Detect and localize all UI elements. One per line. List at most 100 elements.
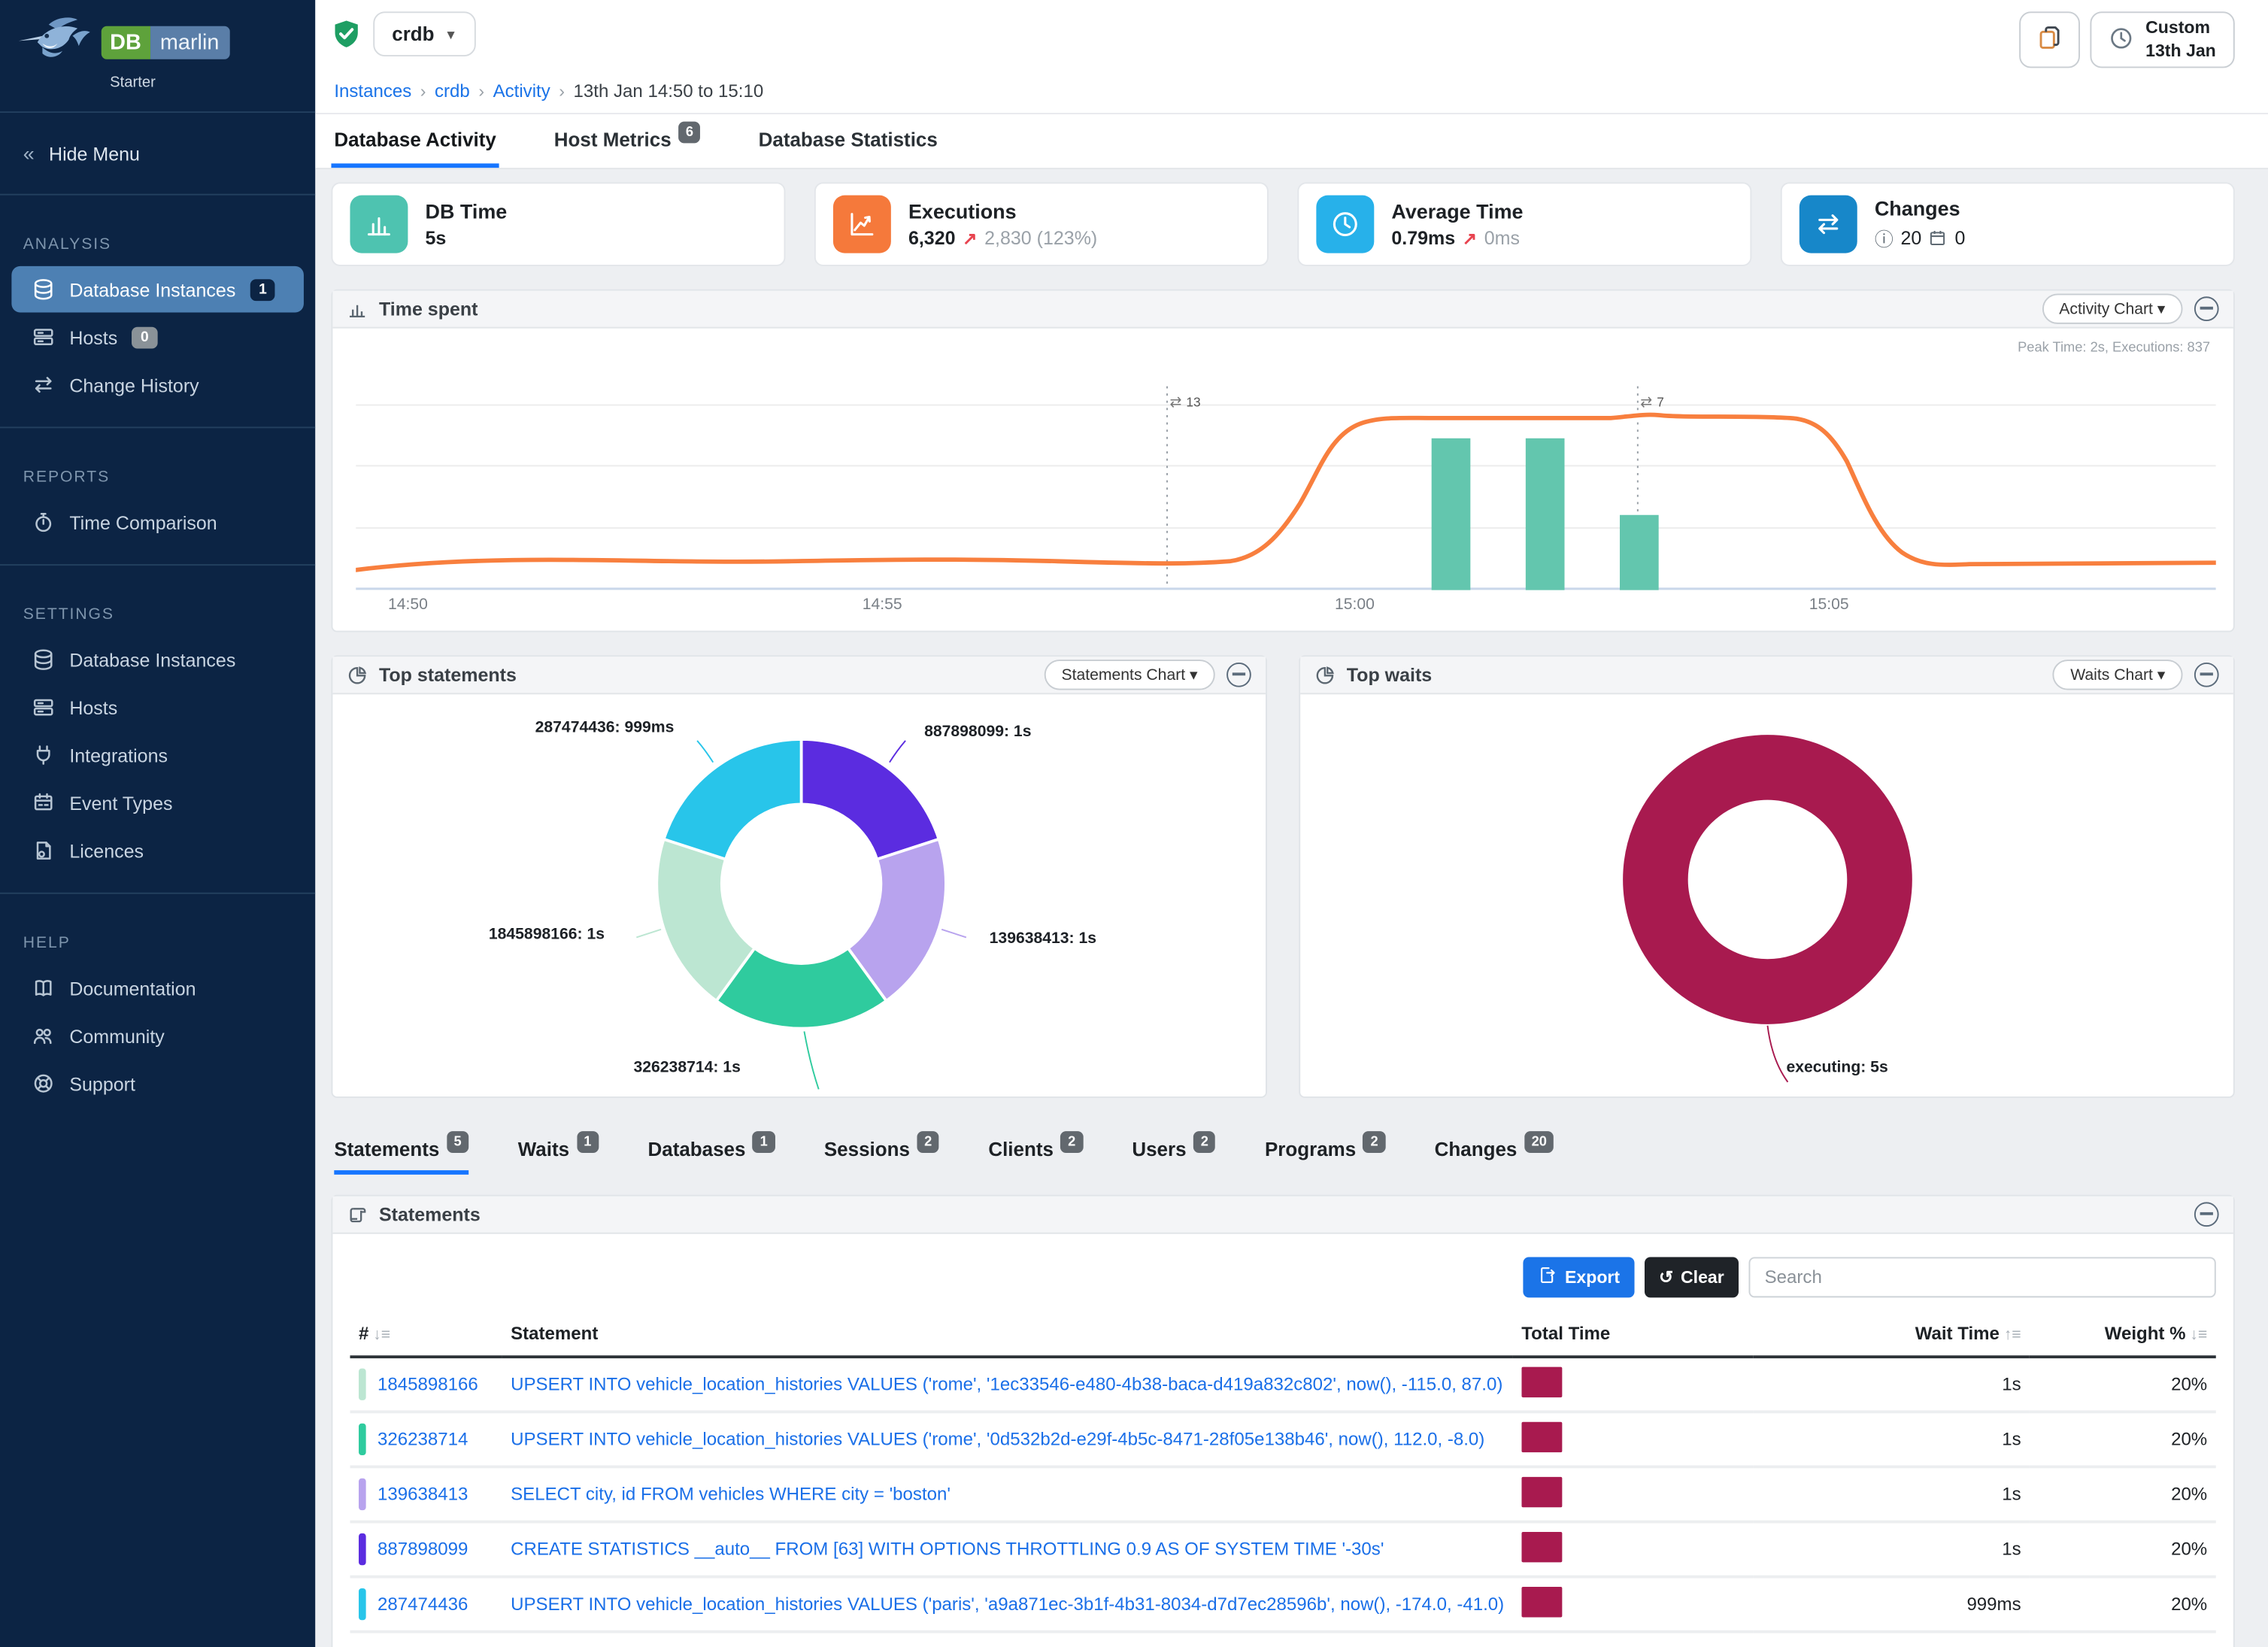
activity-chart-select[interactable]: Activity Chart ▾: [2042, 293, 2183, 325]
breadcrumb-separator: ›: [420, 81, 426, 102]
sidebar-item-change-history[interactable]: Change History: [11, 362, 304, 408]
change-annotation-2[interactable]: ⇄ 7: [1640, 395, 1664, 411]
sidebar-item-integrations[interactable]: Integrations: [11, 732, 304, 778]
change-annotation-1[interactable]: ⇄ 13: [1169, 395, 1200, 411]
count-badge: 1: [753, 1131, 775, 1154]
kpi-delta: 2,830 (123%): [984, 227, 1098, 250]
app-logo[interactable]: DB marlin Starter: [0, 0, 315, 100]
tab-clients[interactable]: Clients 2: [988, 1131, 1083, 1175]
instance-selector[interactable]: crdb ▼: [373, 11, 477, 57]
statement-id-link[interactable]: 139638413: [377, 1484, 468, 1505]
count-badge: 2: [1363, 1131, 1386, 1154]
time-range-button[interactable]: Custom 13th Jan: [2091, 11, 2235, 68]
kpi-title: Changes: [1874, 196, 1960, 220]
book-icon: [32, 976, 55, 999]
section-title-help: HELP: [23, 934, 71, 952]
statement-id-link[interactable]: 887898099: [377, 1539, 468, 1560]
statement-link[interactable]: CREATE STATISTICS __auto__ FROM [63] WIT…: [511, 1539, 1384, 1560]
waits-chart-select[interactable]: Waits Chart ▾: [2053, 660, 2183, 690]
table-toolbar: Export ↺ Clear: [332, 1234, 2233, 1306]
breadcrumb-separator: ›: [559, 81, 565, 102]
weight-cell: 20%: [2030, 1412, 2216, 1469]
sidebar-item-event-types[interactable]: Event Types: [11, 780, 304, 827]
sidebar-item-hosts[interactable]: Hosts 0: [11, 314, 304, 360]
statements-chart-select[interactable]: Statements Chart ▾: [1044, 660, 1215, 690]
sort-icon: ↓≡: [2190, 1327, 2208, 1345]
time-spent-chart[interactable]: Peak Time: 2s, Executions: 837: [332, 329, 2233, 631]
panel-title-text: Top statements: [378, 664, 517, 687]
tab-waits[interactable]: Waits 1: [518, 1131, 599, 1175]
statement-link[interactable]: SELECT city, id FROM vehicles WHERE city…: [511, 1484, 951, 1505]
brand-db: DB: [101, 26, 150, 59]
collapse-panel-button[interactable]: [2194, 663, 2219, 688]
annotation-count: 13: [1186, 395, 1201, 410]
select-label: Statements Chart ▾: [1061, 667, 1198, 685]
sidebar-item-licences[interactable]: Licences: [11, 827, 304, 874]
waits-donut-chart[interactable]: executing: 5s: [1300, 695, 2233, 1097]
search-input[interactable]: [1748, 1257, 2216, 1298]
export-button[interactable]: Export: [1523, 1257, 1635, 1298]
kpi-value: 0.79ms: [1391, 227, 1456, 250]
sidebar-item-label: Licences: [69, 839, 144, 862]
donut-label: 887898099: 1s: [924, 723, 1032, 742]
licence-icon: [32, 839, 55, 863]
sidebar-item-documentation[interactable]: Documentation: [11, 965, 304, 1012]
statement-color-chip: [359, 1479, 366, 1511]
content-scroll-area[interactable]: DB Time 5s Executions 6,320 ↗: [315, 169, 2268, 1647]
sidebar-item-database-instances[interactable]: Database Instances 1: [11, 265, 304, 313]
tab-sessions[interactable]: Sessions 2: [824, 1131, 939, 1175]
statement-link[interactable]: UPSERT INTO vehicle_location_histories V…: [511, 1594, 1505, 1615]
kpi-average-time: Average Time 0.79ms ↗ 0ms: [1297, 182, 1752, 267]
top-waits-panel: Top waits Waits Chart ▾ executing: 5s: [1299, 655, 2235, 1099]
column-header-num[interactable]: # ↓≡: [350, 1312, 502, 1359]
copy-icon: [2037, 25, 2063, 55]
sidebar-item-hosts-settings[interactable]: Hosts: [11, 684, 304, 731]
panel-title-text: Time spent: [378, 298, 478, 320]
tab-host-metrics[interactable]: Host Metrics 6: [551, 114, 704, 168]
donut-label: 1845898166: 1s: [488, 926, 605, 944]
statement-id-link[interactable]: 287474436: [377, 1594, 468, 1615]
statement-color-chip: [359, 1368, 366, 1401]
collapse-panel-button[interactable]: [2194, 296, 2219, 322]
column-header-weight[interactable]: Weight % ↓≡: [2030, 1312, 2216, 1359]
x-tick: 14:50: [387, 596, 428, 614]
statements-donut-chart[interactable]: 887898099: 1s 139638413: 1s 326238714: 1…: [332, 695, 1266, 1097]
tab-database-statistics[interactable]: Database Statistics: [756, 114, 941, 168]
table-row: 326238714 UPSERT INTO vehicle_location_h…: [350, 1412, 2216, 1469]
tab-statements[interactable]: Statements 5: [334, 1131, 469, 1175]
statement-color-chip: [359, 1588, 366, 1621]
sidebar-item-time-comparison[interactable]: Time Comparison: [11, 499, 304, 546]
statement-id-link[interactable]: 326238714: [377, 1429, 468, 1450]
sidebar-item-database-instances-settings[interactable]: Database Instances: [11, 636, 304, 683]
sort-icon: ↑≡: [2003, 1327, 2021, 1345]
breadcrumb-activity[interactable]: Activity: [493, 81, 550, 102]
statement-link[interactable]: UPSERT INTO vehicle_location_histories V…: [511, 1429, 1485, 1450]
edition-label: Starter: [110, 74, 156, 92]
breadcrumb-instances[interactable]: Instances: [334, 81, 412, 102]
column-header-wait-time[interactable]: Wait Time ↑≡: [1754, 1312, 2030, 1359]
column-header-statement[interactable]: Statement: [502, 1312, 1513, 1359]
change-arrows-icon: [32, 373, 55, 396]
select-label: Waits Chart ▾: [2070, 667, 2166, 685]
hide-menu-button[interactable]: « Hide Menu: [0, 124, 315, 182]
clear-button[interactable]: ↺ Clear: [1644, 1257, 1739, 1298]
collapse-panel-button[interactable]: [1226, 663, 1251, 688]
change-arrows-icon: ⇄: [1640, 395, 1653, 411]
tab-programs[interactable]: Programs 2: [1265, 1131, 1386, 1175]
tab-label: Changes: [1434, 1139, 1518, 1160]
change-arrows-icon: ⇄: [1169, 395, 1182, 411]
sidebar-item-community[interactable]: Community: [11, 1012, 304, 1059]
tab-database-activity[interactable]: Database Activity: [331, 114, 499, 168]
chevrons-left-icon: «: [23, 141, 35, 165]
pie-chart-icon: [1314, 665, 1335, 685]
tab-changes[interactable]: Changes 20: [1434, 1131, 1554, 1175]
copy-link-button[interactable]: [2019, 11, 2081, 68]
statement-link[interactable]: UPSERT INTO vehicle_location_histories V…: [511, 1374, 1503, 1395]
collapse-panel-button[interactable]: [2194, 1202, 2219, 1227]
sidebar-item-support[interactable]: Support: [11, 1060, 304, 1107]
column-header-total-time[interactable]: Total Time: [1512, 1312, 1754, 1359]
breadcrumb-crdb[interactable]: crdb: [435, 81, 470, 102]
statement-id-link[interactable]: 1845898166: [377, 1374, 478, 1395]
tab-databases[interactable]: Databases 1: [648, 1131, 775, 1175]
tab-users[interactable]: Users 2: [1132, 1131, 1216, 1175]
